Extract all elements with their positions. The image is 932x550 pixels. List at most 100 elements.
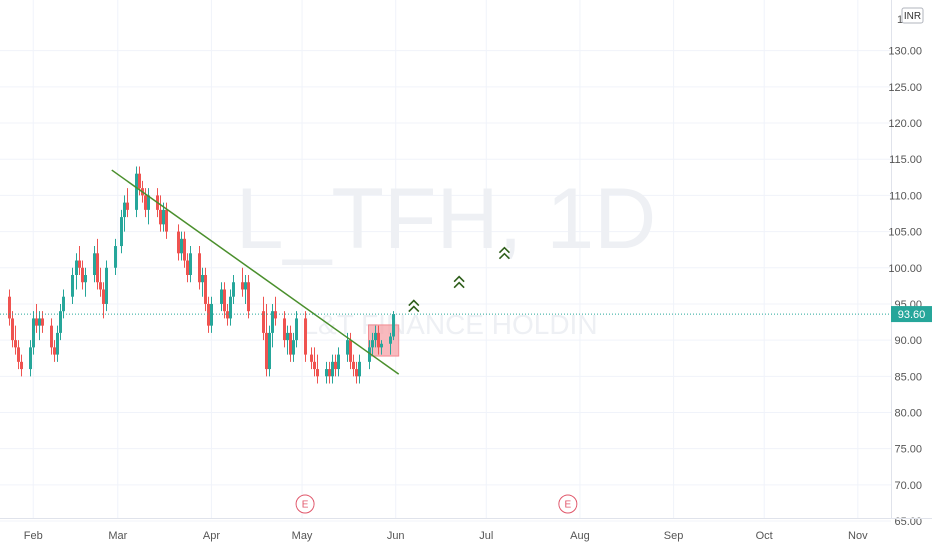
candle-body bbox=[147, 195, 150, 210]
last-price-tag: 93.60 bbox=[891, 306, 932, 323]
currency-badge[interactable]: INR bbox=[901, 7, 924, 24]
candle-body bbox=[198, 253, 201, 283]
x-tick-label: Nov bbox=[848, 530, 868, 542]
y-tick-label: 70.00 bbox=[894, 480, 922, 492]
candle-body bbox=[189, 253, 192, 275]
candle-body bbox=[59, 311, 62, 333]
candle-body bbox=[283, 318, 286, 341]
double-chevron-up-icon bbox=[498, 246, 510, 260]
candle-body bbox=[328, 369, 331, 377]
earnings-event-label: E bbox=[302, 500, 309, 511]
earnings-event-label: E bbox=[565, 500, 572, 511]
candle-body bbox=[17, 347, 20, 362]
y-tick-label: 110.00 bbox=[889, 190, 922, 202]
candle-body bbox=[75, 260, 78, 275]
candle-body bbox=[177, 231, 180, 254]
candle-body bbox=[62, 296, 65, 312]
candle-body bbox=[186, 260, 189, 275]
currency-label: INR bbox=[904, 11, 921, 22]
candle-body bbox=[50, 325, 53, 348]
candle-body bbox=[20, 361, 23, 370]
candle-body bbox=[207, 303, 210, 326]
candle-body bbox=[358, 361, 361, 377]
candle-body bbox=[11, 318, 14, 341]
y-tick-label: 105.00 bbox=[888, 227, 922, 239]
x-tick-label: Feb bbox=[24, 530, 43, 542]
double-chevron-up-icon bbox=[453, 275, 465, 289]
candle-body bbox=[232, 282, 235, 297]
candles-layer bbox=[8, 166, 395, 384]
candle-body bbox=[244, 282, 247, 290]
candle-body bbox=[380, 343, 383, 348]
y-tick-label: 130.00 bbox=[888, 46, 922, 58]
last-price-label: 93.60 bbox=[898, 309, 926, 321]
candle-body bbox=[8, 296, 11, 319]
arrow-markers-layer bbox=[408, 246, 510, 313]
candle-body bbox=[295, 318, 298, 341]
candle-body bbox=[32, 318, 35, 348]
candle-body bbox=[371, 340, 374, 348]
candle-body bbox=[377, 332, 380, 348]
candle-body bbox=[292, 340, 295, 355]
candle-body bbox=[71, 275, 74, 297]
candle-body bbox=[331, 361, 334, 377]
candle-body bbox=[29, 347, 32, 370]
candle-body bbox=[355, 369, 358, 377]
x-tick-label: Mar bbox=[108, 530, 127, 542]
candle-body bbox=[268, 332, 271, 370]
trendline[interactable] bbox=[111, 169, 400, 375]
candle-body bbox=[229, 296, 232, 319]
candle-body bbox=[183, 238, 186, 261]
candle-body bbox=[313, 361, 316, 370]
candle-body bbox=[201, 275, 204, 283]
y-tick-label: 75.00 bbox=[894, 444, 922, 456]
candle-body bbox=[349, 340, 352, 362]
watermark-symbol: L_TFH, 1D bbox=[236, 171, 657, 267]
y-axis[interactable]: 130.00 125.00 120.00 115.00 110.00 105.00 100.… bbox=[888, 0, 932, 528]
candle-body bbox=[352, 361, 355, 370]
candle-body bbox=[374, 332, 377, 341]
y-tick-top-partial: 1 bbox=[897, 14, 903, 26]
candle-body bbox=[210, 303, 213, 326]
candle-body bbox=[337, 354, 340, 370]
candle-body bbox=[310, 354, 313, 362]
earnings-event-marker[interactable]: E bbox=[295, 494, 315, 514]
candle-body bbox=[271, 311, 274, 333]
earnings-event-circle bbox=[295, 494, 315, 514]
currency-badge-frame bbox=[901, 7, 924, 24]
candle-body bbox=[135, 173, 138, 210]
candle-body bbox=[114, 246, 117, 268]
candle-body bbox=[96, 253, 99, 283]
candle-body bbox=[105, 267, 108, 304]
earnings-event-marker[interactable]: E bbox=[558, 494, 578, 514]
x-tick-label: Apr bbox=[203, 530, 220, 542]
symbol-watermark: L_TFH, 1D L&T FINANCE HOLDIN bbox=[236, 171, 657, 340]
y-tick-label: 90.00 bbox=[894, 335, 922, 347]
y-tick-label: 100.00 bbox=[888, 263, 922, 275]
candle-body bbox=[289, 332, 292, 355]
candle-body bbox=[226, 311, 229, 319]
earnings-event-circle bbox=[558, 494, 578, 514]
x-tick-labels: Feb Mar Apr May Jun Jul Aug Sep Oct Nov bbox=[24, 530, 868, 542]
candle-body bbox=[368, 347, 371, 362]
candle-body bbox=[81, 267, 84, 283]
candle-body bbox=[41, 318, 44, 326]
y-tick-labels: 130.00 125.00 120.00 115.00 110.00 105.00 100.… bbox=[888, 46, 922, 528]
candle-body bbox=[389, 336, 392, 344]
candle-body bbox=[274, 311, 277, 319]
candle-body bbox=[138, 173, 141, 189]
last-price-tag-bg bbox=[891, 306, 932, 323]
trendline-layer[interactable] bbox=[111, 169, 400, 375]
candle-body bbox=[346, 340, 349, 355]
double-chevron-up-icon bbox=[408, 299, 420, 313]
x-tick-label: Oct bbox=[756, 530, 773, 542]
y-tick-label: 115.00 bbox=[889, 154, 922, 166]
candle-body bbox=[78, 260, 81, 268]
candle-body bbox=[241, 282, 244, 290]
candle-body bbox=[304, 318, 307, 355]
x-axis[interactable]: Feb Mar Apr May Jun Jul Aug Sep Oct Nov bbox=[0, 518, 932, 543]
candle-body bbox=[247, 282, 250, 312]
candle-body bbox=[38, 318, 41, 326]
